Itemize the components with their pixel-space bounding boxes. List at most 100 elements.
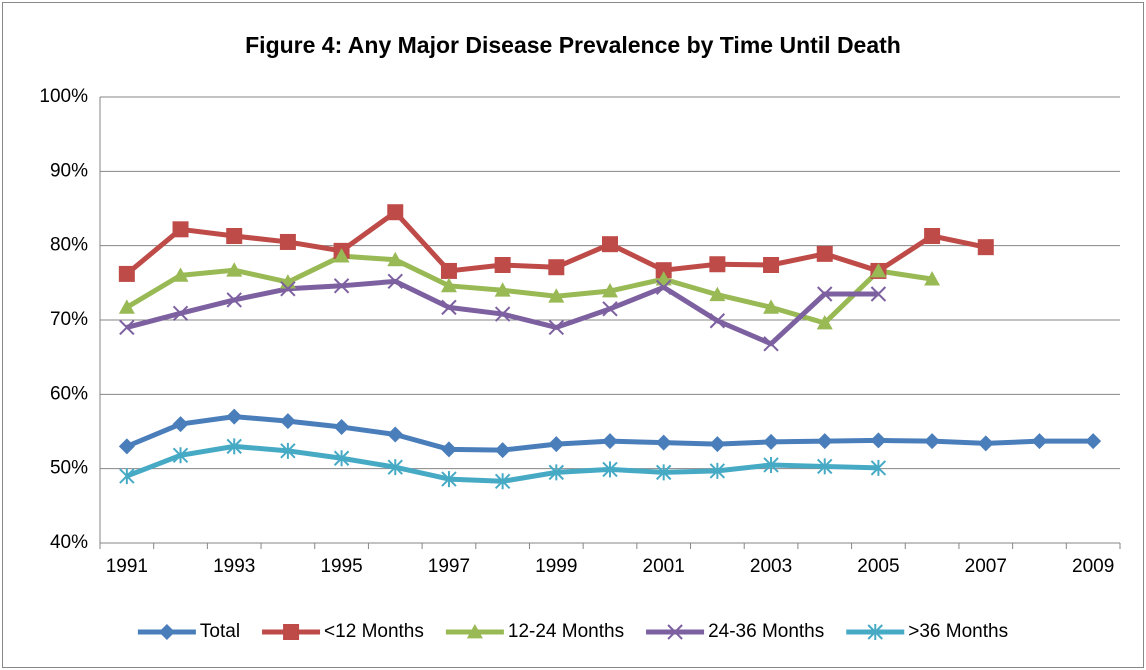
marker xyxy=(494,256,511,273)
marker xyxy=(709,313,726,329)
marker xyxy=(172,267,189,282)
y-tick-label: 70% xyxy=(50,309,88,330)
marker xyxy=(817,458,833,475)
marker xyxy=(870,286,887,302)
marker xyxy=(655,464,672,481)
marker xyxy=(816,245,833,262)
marker xyxy=(279,413,296,430)
marker xyxy=(226,262,243,277)
x-tick-label: 1995 xyxy=(320,556,362,577)
legend-label: Total xyxy=(200,621,240,642)
x-tick-label: 2003 xyxy=(750,556,792,577)
x-tick-label: 2005 xyxy=(857,556,899,577)
marker xyxy=(494,442,511,459)
marker xyxy=(494,306,511,322)
marker xyxy=(548,319,565,336)
marker xyxy=(763,433,780,450)
legend-item: Total xyxy=(137,621,240,642)
legend-label: 24-36 Months xyxy=(708,621,824,642)
marker xyxy=(118,265,135,282)
x-tick-label: 2009 xyxy=(1072,556,1114,577)
marker xyxy=(387,273,403,290)
marker xyxy=(172,221,189,238)
legend-label: >36 Months xyxy=(908,621,1008,642)
y-tick-label: 40% xyxy=(50,532,88,553)
legend-label: 12-24 Months xyxy=(508,621,624,642)
marker xyxy=(870,262,887,278)
marker xyxy=(763,456,779,473)
marker xyxy=(441,299,457,316)
legend-item: <12 Months xyxy=(262,621,424,642)
marker xyxy=(119,319,135,336)
marker xyxy=(548,464,565,481)
marker xyxy=(655,434,672,451)
marker xyxy=(226,292,242,308)
marker xyxy=(226,228,243,245)
y-tick-label: 90% xyxy=(50,160,88,181)
x-tick-label: 1999 xyxy=(535,556,577,577)
marker xyxy=(279,233,296,250)
marker xyxy=(119,468,135,485)
marker xyxy=(602,283,618,298)
marker xyxy=(172,447,189,464)
legend-item: 12-24 Months xyxy=(445,621,624,642)
marker xyxy=(387,426,404,443)
marker xyxy=(548,436,565,453)
marker xyxy=(870,432,887,449)
marker xyxy=(548,259,565,276)
y-tick-label: 80% xyxy=(50,235,88,256)
marker xyxy=(709,436,726,453)
legend-marker xyxy=(867,624,883,640)
marker xyxy=(816,433,833,450)
marker xyxy=(440,441,457,458)
legend-item: 24-36 Months xyxy=(646,621,824,642)
marker xyxy=(602,433,618,450)
legend-item: >36 Months xyxy=(846,621,1008,642)
marker xyxy=(280,281,296,297)
marker xyxy=(548,288,565,303)
marker xyxy=(440,277,457,293)
marker xyxy=(172,305,189,322)
marker xyxy=(924,271,941,286)
marker xyxy=(387,204,404,221)
marker xyxy=(441,471,457,488)
y-tick-label: 100% xyxy=(39,86,88,107)
marker xyxy=(977,239,994,256)
marker xyxy=(709,462,726,479)
legend-marker xyxy=(667,624,683,640)
x-tick-label: 1997 xyxy=(428,556,470,577)
marker xyxy=(655,279,672,296)
marker xyxy=(763,336,779,352)
marker xyxy=(494,282,511,297)
marker xyxy=(763,256,780,273)
marker xyxy=(333,278,350,294)
marker xyxy=(118,299,135,314)
chart-title: Figure 4: Any Major Disease Prevalence b… xyxy=(245,32,901,58)
marker xyxy=(333,419,350,436)
x-tick-label: 2007 xyxy=(965,556,1007,577)
marker xyxy=(333,248,350,263)
y-tick-label: 60% xyxy=(50,383,88,404)
marker xyxy=(924,433,941,450)
y-tick-label: 50% xyxy=(50,458,88,479)
legend-label: <12 Months xyxy=(324,621,424,642)
marker xyxy=(440,262,457,279)
marker xyxy=(1085,433,1102,450)
marker xyxy=(977,435,994,452)
marker xyxy=(387,459,403,476)
marker xyxy=(118,438,135,455)
x-tick-label: 1993 xyxy=(213,556,255,577)
legend-marker xyxy=(158,624,175,640)
marker xyxy=(387,251,404,267)
legend-marker xyxy=(466,624,483,639)
marker xyxy=(1031,433,1048,450)
marker xyxy=(763,299,780,314)
legend-marker xyxy=(283,624,300,640)
marker xyxy=(655,262,672,279)
x-tick-label: 1991 xyxy=(106,556,148,577)
marker xyxy=(226,438,242,455)
marker xyxy=(602,301,618,317)
marker xyxy=(816,314,833,330)
